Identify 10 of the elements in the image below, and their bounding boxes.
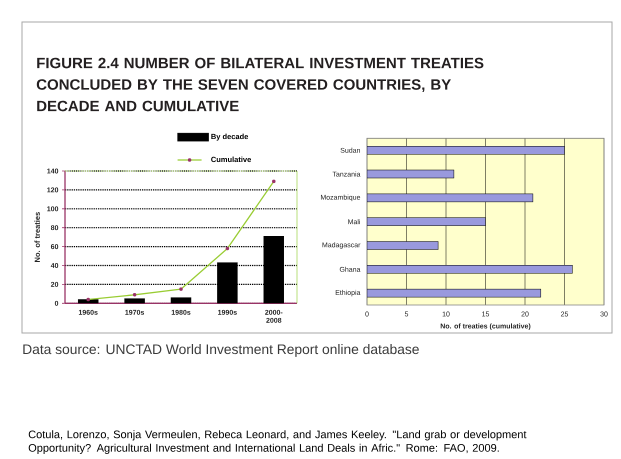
text: Cotula, Lorenzo, Sonja Vermeulen, Rebeca Leonard, and James Keeley. "Land grab or development Opportunity? Agricultural Investment and International Land Deals in Afric." Rome: FAO, 2009. [28, 430, 526, 454]
source-note: Data source: UNCTAD World Investment Report online database [23, 344, 419, 357]
bar [124, 298, 145, 304]
bar [170, 297, 192, 304]
bar [367, 194, 534, 202]
bar [367, 288, 542, 298]
bar [367, 217, 486, 226]
chart-title: FIGURE 2.4 NUMBER OF BILATERAL INVESTMENT TREATIES CONCLUDED BY THE SEVEN COVERED COUNTRIES, BY DECADE AND CUMULATIVE [36, 58, 484, 112]
bar [367, 265, 573, 274]
bar [367, 146, 565, 154]
